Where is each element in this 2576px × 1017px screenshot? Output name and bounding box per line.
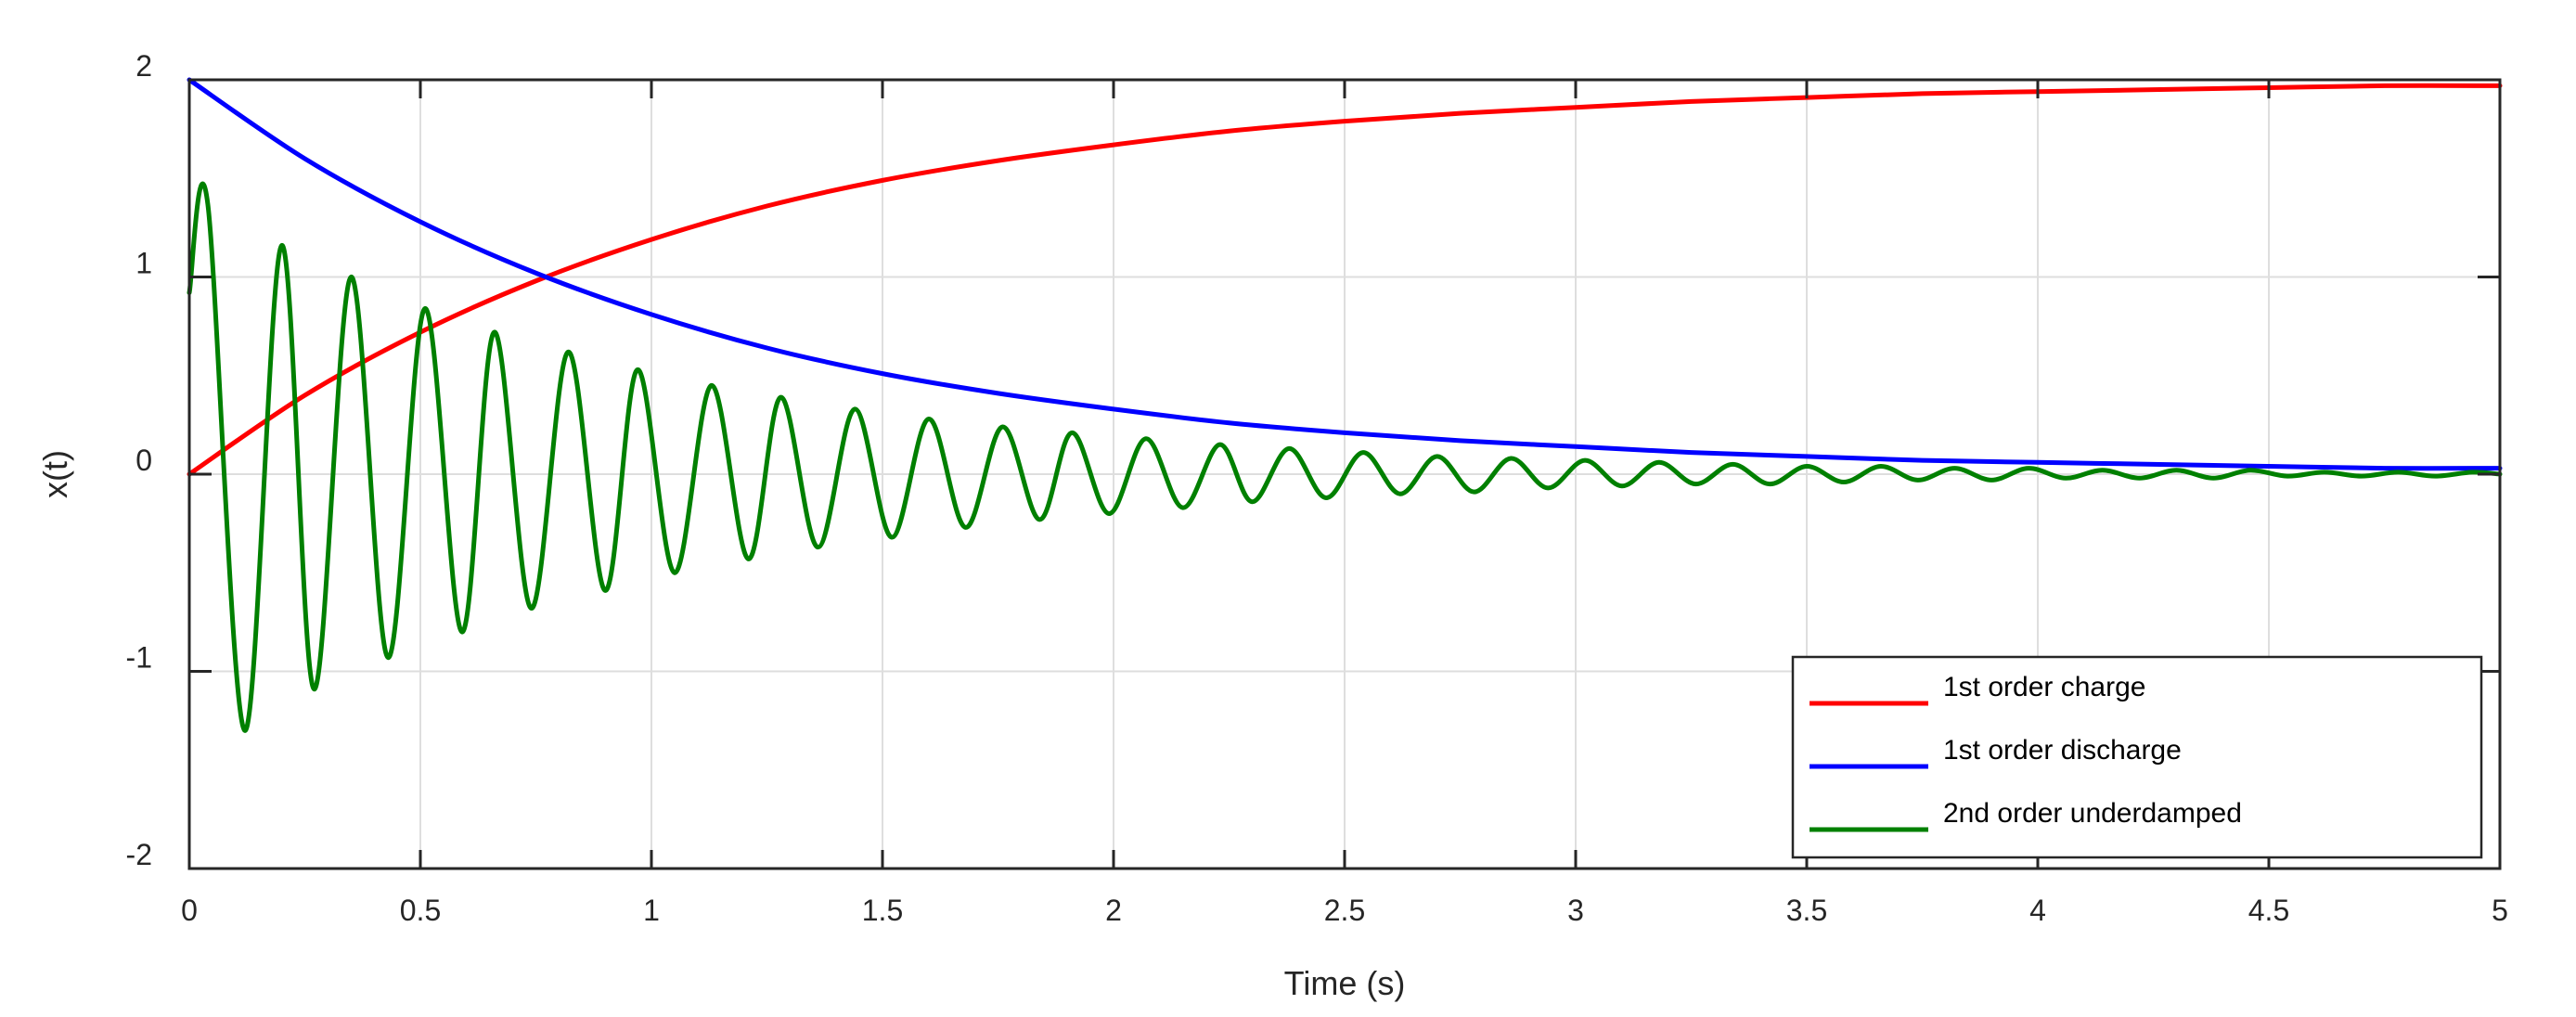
- y-tick-label: 0: [135, 444, 152, 477]
- tick-marks: [187, 78, 2502, 870]
- x-tick-label: 3: [1567, 894, 1584, 927]
- x-tick-label: 4.5: [2248, 894, 2289, 927]
- x-tick-label: 0.5: [400, 894, 441, 927]
- x-tick-label: 1: [643, 894, 660, 927]
- y-tick-label: 1: [135, 247, 152, 280]
- x-tick-label: 2.5: [1324, 894, 1365, 927]
- x-tick-label: 1.5: [862, 894, 903, 927]
- x-tick-label: 4: [2029, 894, 2046, 927]
- y-tick-labels: 2 1 0 -1 -2: [126, 49, 152, 871]
- legend-label: 1st order charge: [1943, 672, 2145, 702]
- y-axis-label: x(t): [36, 450, 74, 498]
- x-tick-label: 2: [1105, 894, 1122, 927]
- series-1st-order-charge: [187, 83, 2503, 477]
- series-1st-order-discharge: [187, 77, 2503, 471]
- x-tick-labels: 0 0.5 1 1.5 2 2.5 3 3.5 4 4.5 5: [181, 894, 2508, 927]
- legend-box: [1791, 655, 2483, 859]
- x-tick-label: 3.5: [1786, 894, 1827, 927]
- series-layer: [187, 77, 2503, 733]
- y-tick-label: -1: [126, 641, 152, 675]
- y-tick-label: 2: [135, 49, 152, 83]
- series-2nd-order-underdamped: [187, 181, 2503, 733]
- y-tick-label: -2: [126, 838, 152, 871]
- legend: 1st order charge 1st order discharge 2nd o…: [1791, 655, 2483, 859]
- legend-label: 2nd order underdamped: [1943, 798, 2242, 829]
- x-tick-label: 5: [2492, 894, 2508, 927]
- x-tick-label: 0: [181, 894, 198, 927]
- legend-label: 1st order discharge: [1943, 735, 2182, 766]
- x-axis-label: Time (s): [1284, 964, 1406, 1002]
